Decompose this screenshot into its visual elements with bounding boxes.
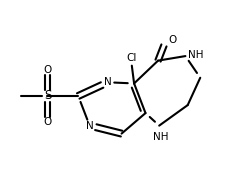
Text: O: O: [43, 117, 51, 127]
Text: Cl: Cl: [127, 53, 137, 63]
Text: N: N: [104, 77, 112, 87]
Text: NH: NH: [153, 133, 169, 143]
Text: O: O: [168, 35, 176, 45]
Text: NH: NH: [188, 50, 203, 60]
Text: N: N: [86, 121, 94, 131]
Text: O: O: [43, 65, 51, 75]
Text: S: S: [44, 89, 51, 102]
